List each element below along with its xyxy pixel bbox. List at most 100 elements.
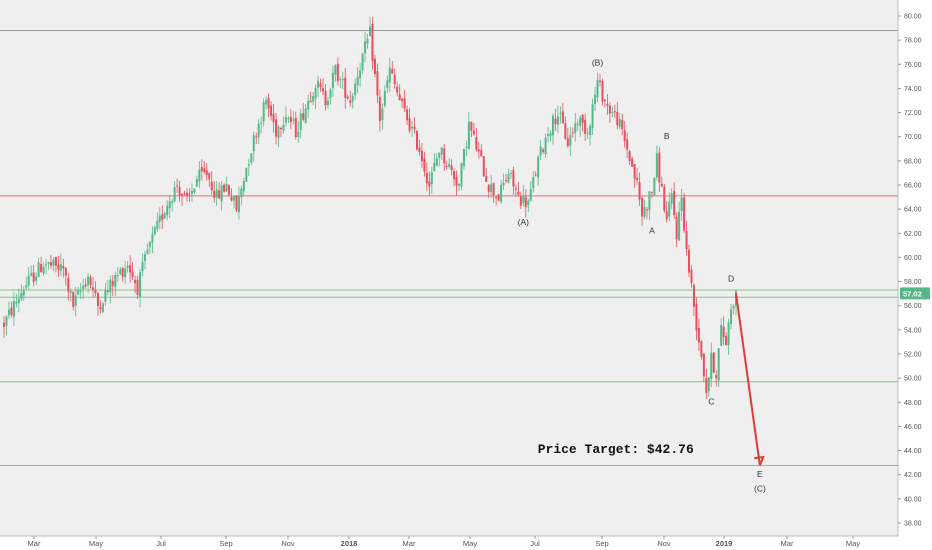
candle-body (287, 118, 290, 120)
candle-body (415, 130, 418, 150)
candle (433, 153, 436, 172)
candle-body (391, 69, 394, 74)
candle-body (282, 124, 285, 131)
candle-body (514, 188, 517, 190)
candle-body (270, 105, 273, 116)
candle-body (445, 165, 448, 167)
candle-body (411, 126, 414, 129)
y-tick-label: 42.00 (904, 472, 922, 479)
candle (341, 71, 344, 90)
candle-body (534, 174, 537, 176)
candle (42, 262, 45, 276)
candle (440, 146, 443, 161)
candle (87, 272, 90, 293)
candle-body (675, 216, 678, 240)
candle (500, 179, 503, 205)
y-tick-label: 70.00 (904, 134, 922, 141)
candle (559, 106, 562, 124)
candle (267, 93, 270, 118)
y-tick-label: 56.00 (904, 303, 922, 310)
y-tick-label: 58.00 (904, 279, 922, 286)
candle (509, 169, 512, 180)
candle-body (586, 132, 589, 134)
candle (275, 112, 278, 145)
candle (148, 241, 151, 255)
candle-body (45, 264, 48, 266)
candle (250, 152, 253, 166)
y-tick-label: 44.00 (904, 448, 922, 455)
candle (482, 155, 485, 177)
candle-body (32, 272, 35, 282)
candle (727, 319, 730, 355)
candle-body (544, 137, 547, 155)
candle (277, 125, 280, 147)
y-tick-label: 68.00 (904, 158, 922, 165)
candle (3, 316, 5, 338)
candle-body (176, 185, 179, 187)
candle (512, 166, 515, 195)
candle-body (695, 304, 698, 331)
candle-body (49, 262, 52, 266)
candle-body (240, 188, 243, 198)
candle-body (260, 122, 263, 124)
candle (730, 304, 733, 330)
candle (356, 66, 359, 93)
candle-body (450, 165, 453, 170)
candle (707, 377, 710, 397)
candle-body (250, 153, 253, 163)
candle-body (99, 306, 102, 310)
candle (40, 256, 43, 273)
candle-body (361, 53, 364, 71)
candle-body (537, 156, 540, 178)
candle-body (428, 181, 431, 187)
candle (262, 98, 265, 127)
candle (223, 183, 226, 193)
candle (561, 102, 564, 124)
candle-body (111, 281, 114, 286)
candle-body (22, 290, 25, 296)
candle-body (200, 167, 203, 172)
price-target-annotation: Price Target: $42.76 (538, 442, 694, 457)
candle-body (215, 189, 218, 198)
candle-body (645, 209, 648, 211)
candle-body (467, 121, 470, 149)
candle-body (210, 181, 213, 191)
candle-body (722, 326, 725, 338)
candle-body (601, 80, 604, 102)
candle (84, 278, 87, 289)
candle-body (136, 280, 139, 295)
candle (260, 116, 263, 134)
candle (665, 201, 668, 223)
candle (566, 128, 569, 148)
candle-body (314, 88, 317, 99)
candle-body (218, 190, 221, 199)
candle-body (401, 98, 404, 102)
candle (156, 212, 159, 232)
current-price-badge: 57.02 (900, 287, 930, 300)
candle-body (509, 172, 512, 174)
candle-body (139, 272, 142, 297)
candle-body (116, 275, 119, 277)
candle (359, 62, 362, 88)
candle-body (621, 119, 624, 130)
candle-body (440, 147, 443, 155)
candle (487, 184, 490, 199)
candle (331, 65, 334, 97)
candle (383, 85, 386, 108)
candle-body (519, 196, 522, 206)
candle-body (398, 94, 401, 101)
candle-body (302, 113, 305, 120)
candle (455, 170, 458, 196)
candle (477, 142, 480, 159)
candle-body (193, 188, 196, 193)
candle (616, 101, 619, 130)
candle (517, 182, 520, 197)
candle-body (663, 186, 666, 211)
candle (15, 293, 18, 308)
projection-arrow (735, 293, 765, 466)
candle (460, 162, 463, 190)
candle (554, 108, 557, 132)
candle-body (732, 305, 735, 309)
candle (129, 255, 132, 283)
candle-body (608, 105, 611, 114)
